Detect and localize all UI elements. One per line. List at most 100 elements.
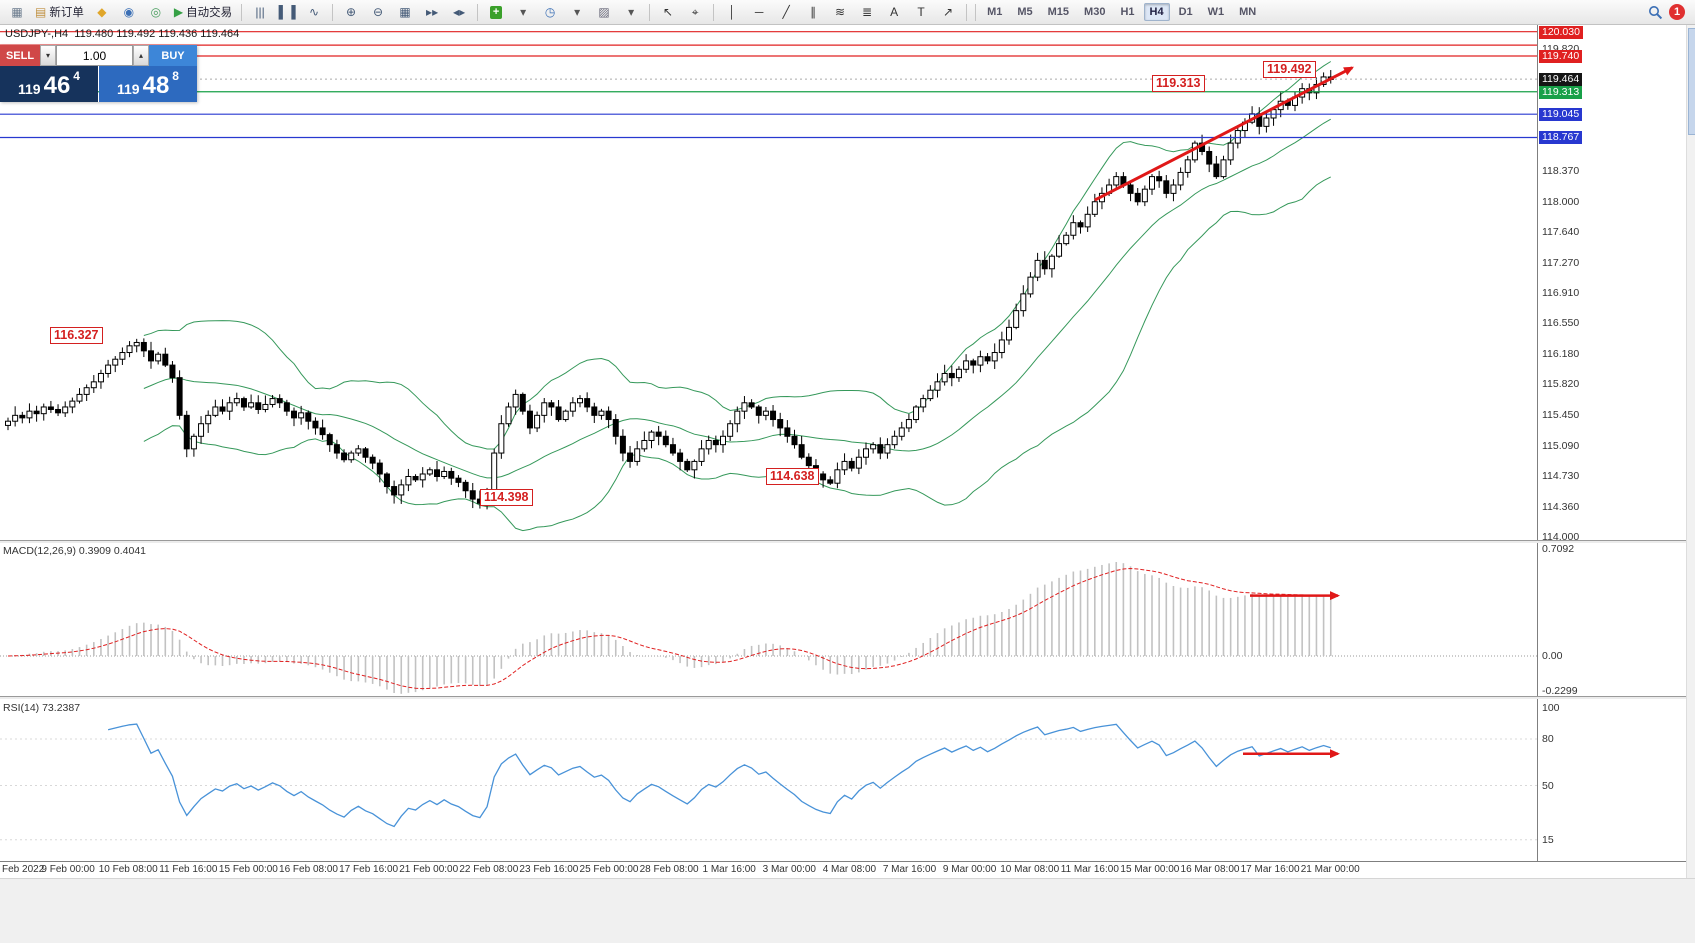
time-axis-label: 7 Mar 16:00 — [882, 864, 937, 875]
bars-chart-icon[interactable]: ||| — [255, 5, 265, 19]
price-axis-tick: 117.270 — [1542, 256, 1580, 269]
timeframe-h1-button[interactable]: H1 — [1120, 6, 1135, 18]
rsi-axis-tick: 50 — [1542, 779, 1554, 792]
timeframe-w1-button[interactable]: W1 — [1207, 6, 1225, 18]
charts-grid-icon[interactable]: ▦ — [11, 5, 23, 19]
rsi-panel-canvas[interactable] — [0, 700, 1537, 861]
indicators-caret-icon[interactable]: ▾ — [520, 5, 527, 19]
scrollbar-thumb[interactable] — [1688, 28, 1695, 135]
periods-caret-icon[interactable]: ▾ — [574, 5, 581, 19]
time-axis-label: 17 Feb 16:00 — [339, 864, 399, 875]
price-axis-label-green: 119.313 — [1539, 85, 1583, 99]
sell-price-pips: 46 — [43, 72, 71, 99]
price-axis-tick: 115.090 — [1542, 439, 1580, 452]
price-chart-canvas[interactable] — [0, 25, 1537, 541]
panel-splitter[interactable] — [0, 540, 1695, 543]
data-window-icon[interactable]: ◎ — [150, 5, 162, 19]
time-axis[interactable]: Feb 2022 9 Feb 00:00 10 Feb 08:00 11 Feb 16… — [0, 861, 1695, 878]
chart-ohlc-title: USDJPY-,H4 119.480 119.492 119.436 119.4… — [5, 28, 240, 40]
panel-splitter[interactable] — [0, 696, 1695, 699]
time-axis-label: 22 Feb 08:00 — [459, 864, 519, 875]
vertical-line-tool-icon[interactable]: │ — [728, 5, 736, 19]
price-axis-tick: 117.640 — [1542, 225, 1580, 238]
time-axis-label: 9 Mar 00:00 — [942, 864, 997, 875]
macd-axis-tick: 0.7092 — [1542, 542, 1575, 555]
trendline-tool-icon[interactable]: ╱ — [782, 5, 790, 19]
time-axis-label: 11 Feb 16:00 — [159, 864, 218, 875]
periods-icon[interactable]: ◷ — [544, 5, 556, 19]
tile-windows-icon[interactable]: ▦ — [399, 5, 411, 19]
price-annotation[interactable]: 119.492 — [1263, 61, 1316, 78]
time-axis-label: Feb 2022 — [2, 864, 45, 875]
time-axis-label: 3 Mar 00:00 — [762, 864, 816, 875]
time-axis-label: 17 Mar 16:00 — [1240, 864, 1300, 875]
price-annotation[interactable]: 114.638 — [766, 468, 819, 485]
templates-icon[interactable]: ▨ — [598, 5, 610, 19]
timeframe-m5-button[interactable]: M5 — [1017, 6, 1033, 18]
market-watch-icon[interactable]: ◉ — [123, 5, 135, 19]
price-annotation[interactable]: 114.398 — [480, 489, 533, 506]
crosshair-tool-icon[interactable]: ⌖ — [691, 5, 699, 19]
chart-shift-icon[interactable]: ◂▸ — [453, 5, 466, 19]
sell-button[interactable]: SELL — [0, 45, 40, 66]
main-toolbar: ▦ ▤ 新订单 ◆ ◉ ◎ ▶ 自动交易 ||| ▌▐ ∿ ⊕ ⊖ ▦ ▸▸ ◂▸ + ▾ ◷ ▾ ▨ ▾ ↖ ⌖ │ ─ ╱ ∥ ≋ ≣… — [0, 0, 1695, 25]
price-axis-tick: 114.360 — [1542, 500, 1580, 513]
rsi-axis-tick: 80 — [1542, 733, 1554, 745]
price-axis[interactable]: 119.820118.370118.000117.640117.270116.9… — [1537, 25, 1695, 878]
time-axis-label: 16 Feb 08:00 — [279, 864, 338, 875]
time-axis-label: 16 Mar 08:00 — [1180, 864, 1240, 875]
toolbar-right-group: 1 — [1648, 4, 1691, 20]
templates-caret-icon[interactable]: ▾ — [628, 5, 635, 19]
vertical-scrollbar[interactable] — [1686, 25, 1695, 878]
rsi-axis-tick: 100 — [1542, 702, 1560, 714]
cursor-tool-icon[interactable]: ↖ — [663, 5, 674, 19]
auto-scroll-icon[interactable]: ▸▸ — [426, 5, 439, 19]
time-axis-label: 10 Feb 08:00 — [98, 864, 158, 875]
rsi-indicator-label: RSI(14) 73.2387 — [3, 702, 81, 714]
horizontal-line-tool-icon[interactable]: ─ — [754, 5, 764, 19]
line-chart-icon[interactable]: ∿ — [309, 5, 320, 19]
buy-button[interactable]: BUY — [149, 45, 197, 66]
sell-quote[interactable]: 119 46 4 — [0, 66, 98, 102]
notification-badge[interactable]: 1 — [1669, 4, 1685, 20]
candlestick-chart-icon[interactable]: ▌▐ — [278, 5, 296, 19]
buy-quote[interactable]: 119 48 8 — [99, 66, 197, 102]
toolbar-separator — [332, 3, 334, 21]
timeframe-m15-button[interactable]: M15 — [1047, 6, 1070, 18]
text-tool-icon[interactable]: A — [890, 5, 899, 19]
price-axis-tick: 116.910 — [1542, 287, 1580, 300]
metaeditor-icon[interactable]: ◆ — [97, 5, 107, 19]
price-annotation[interactable]: 116.327 — [50, 327, 103, 344]
macd-panel-canvas[interactable] — [0, 543, 1537, 695]
grid-tool-icon[interactable]: ≣ — [862, 5, 873, 19]
fibonacci-tool-icon[interactable]: ≋ — [835, 5, 846, 19]
volume-input[interactable] — [56, 45, 133, 66]
timeframe-d1-button[interactable]: D1 — [1178, 6, 1193, 18]
label-tool-icon[interactable]: T — [917, 5, 925, 19]
rsi-axis-tick: 15 — [1542, 833, 1554, 846]
zoom-in-icon[interactable]: ⊕ — [346, 5, 357, 19]
zoom-out-icon[interactable]: ⊖ — [373, 5, 384, 19]
volume-down-button[interactable]: ▾ — [40, 45, 56, 66]
price-axis-tick: 116.550 — [1542, 317, 1580, 330]
timeframe-h4-button[interactable]: H4 — [1143, 3, 1170, 21]
arrows-tool-icon[interactable]: ↗ — [943, 5, 954, 19]
sell-price-point: 4 — [73, 69, 80, 83]
new-order-button[interactable]: ▤ 新订单 — [35, 5, 84, 19]
price-axis-label-red: 120.030 — [1539, 25, 1583, 39]
timeframe-mn-button[interactable]: MN — [1239, 6, 1257, 18]
timeframe-m1-button[interactable]: M1 — [987, 6, 1003, 18]
indicators-add-icon[interactable]: + — [483, 1, 509, 23]
macd-axis-tick: -0.2299 — [1542, 684, 1578, 697]
price-axis-label-blue: 119.045 — [1539, 108, 1583, 122]
autotrading-button[interactable]: ▶ 自动交易 — [173, 5, 233, 19]
toolbar-separator — [477, 3, 479, 21]
one-click-trading-panel: SELL ▾ ▴ BUY 119 46 4 119 48 8 — [0, 45, 197, 102]
price-annotation[interactable]: 119.313 — [1152, 75, 1205, 92]
channel-tool-icon[interactable]: ∥ — [810, 5, 817, 19]
price-axis-tick: 118.000 — [1542, 195, 1580, 208]
timeframe-m30-button[interactable]: M30 — [1084, 6, 1106, 18]
search-icon[interactable] — [1648, 5, 1663, 20]
toolbar-icon-group: ▦ ▤ 新订单 ◆ ◉ ◎ ▶ 自动交易 ||| ▌▐ ∿ ⊕ ⊖ ▦ ▸▸ ◂▸ + ▾ ◷ ▾ ▨ ▾ ↖ ⌖ │ ─ ╱ ∥ ≋ ≣… — [4, 1, 971, 23]
volume-up-button[interactable]: ▴ — [133, 45, 149, 66]
